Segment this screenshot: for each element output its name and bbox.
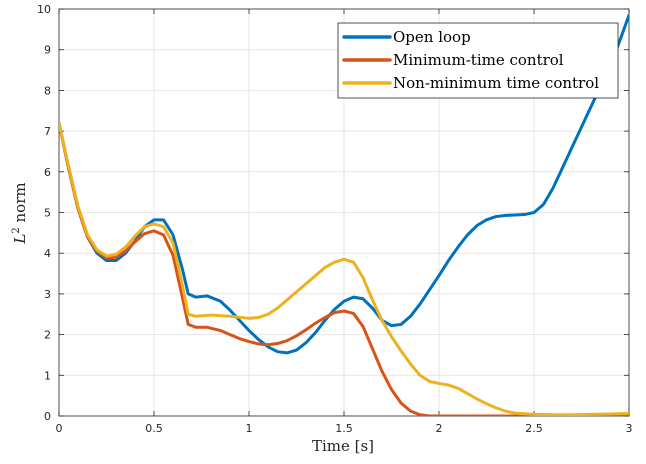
x-tick-label: 2.5 xyxy=(525,422,543,435)
legend-entry-label: Open loop xyxy=(393,28,471,46)
axes: 0 0.5 1 1.5 2 2.5 3 0 1 2 3 4 5 6 7 8 9 10 xyxy=(37,3,633,435)
x-tick-label: 0 xyxy=(56,422,63,435)
legend-entry-label: Non-minimum time control xyxy=(393,74,599,92)
y-tick-label: 8 xyxy=(44,84,51,97)
y-tick-label: 5 xyxy=(44,207,51,220)
y-tick-label: 0 xyxy=(44,410,51,423)
y-tick-label: 6 xyxy=(44,166,51,179)
y-tick-label: 10 xyxy=(37,3,51,16)
y-axis-label: L2 norm xyxy=(11,182,29,244)
y-tick-label: 3 xyxy=(44,288,51,301)
y-axis-label-rest: norm xyxy=(11,182,29,227)
y-tick-label: 4 xyxy=(44,247,51,260)
y-tick-label: 9 xyxy=(44,44,51,57)
x-tick-label: 2 xyxy=(436,422,443,435)
y-axis-label-superscript: 2 xyxy=(11,227,22,233)
series-line-1 xyxy=(59,13,629,355)
legend: Open loop Minimum-time control Non-minimum… xyxy=(337,22,619,99)
x-tick-label: 1.5 xyxy=(335,422,353,435)
series-lines xyxy=(59,13,629,416)
x-tick-label: 0.5 xyxy=(145,422,163,435)
x-tick-label: 1 xyxy=(246,422,253,435)
y-tick-label: 2 xyxy=(44,329,51,342)
y-tick-label: 7 xyxy=(44,125,51,138)
x-axis-label: Time [s] xyxy=(312,437,374,455)
series-line-2 xyxy=(59,121,629,416)
y-axis-label-main: L xyxy=(11,234,29,245)
y-tick-label: 1 xyxy=(44,369,51,382)
legend-entry-label: Minimum-time control xyxy=(393,51,564,69)
series-line-3 xyxy=(59,121,629,416)
x-tick-label: 3 xyxy=(626,422,633,435)
